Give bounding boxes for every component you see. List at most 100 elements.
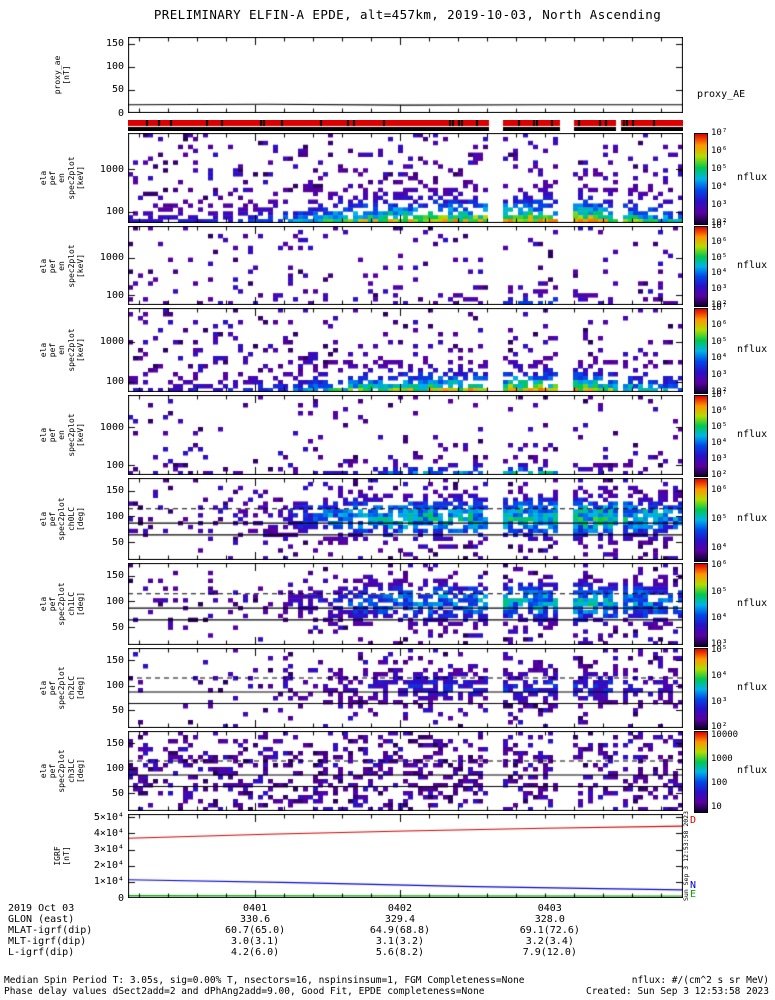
- colorbar-tick-spec4: 10³: [711, 454, 728, 464]
- colorbar-tick-spec1: 10⁷: [711, 128, 728, 138]
- colorbar-tick-ch3lc: 10000: [711, 730, 739, 740]
- ytick-label-spec2: 1000: [99, 252, 124, 264]
- colorbar-tick-spec4: 10²: [711, 470, 728, 480]
- colorbar-unit-spec3: nflux: [737, 344, 768, 355]
- colorbar-spec1: [694, 133, 708, 225]
- ytick-label-proxy-ae: 150: [105, 38, 124, 50]
- colorbar-tick-spec4: 10⁴: [711, 438, 728, 448]
- colorbar-tick-ch3lc: 100: [711, 778, 728, 788]
- ytick-label-proxy-ae: 0: [117, 107, 124, 119]
- ephemeris-row-label: MLAT-igrf(dip): [8, 925, 93, 936]
- ephemeris-value: 328.0: [534, 914, 565, 925]
- colorbar-tick-spec1: 10⁶: [711, 146, 728, 156]
- colorbar-tick-spec2: 10⁷: [711, 221, 728, 231]
- colorbar-tick-spec4: 10⁶: [711, 406, 728, 416]
- colorbar-ch3lc: [694, 731, 708, 813]
- spec2-plot-canvas: [128, 226, 683, 305]
- spec4-plot-canvas: [128, 395, 683, 475]
- ytick-label-spec1: 1000: [99, 163, 124, 175]
- ytick-label-proxy-ae: 50: [111, 84, 124, 96]
- colorbar-tick-ch2lc: 10³: [711, 696, 728, 707]
- colorbar-unit-ch0lc: nflux: [737, 513, 768, 524]
- ytick-label-spec3: 100: [105, 376, 124, 388]
- colorbar-tick-spec2: 10⁵: [711, 252, 728, 263]
- ephemeris-row-label: GLON (east): [8, 914, 75, 925]
- colorbar-tick-ch3lc: 10: [711, 802, 722, 812]
- colorbar-tick-ch3lc: 1000: [711, 754, 733, 764]
- ephemeris-value: 4.2(6.0): [231, 947, 280, 958]
- colorbar-tick-ch0lc: 10⁵: [711, 514, 728, 524]
- colorbar-tick-ch0lc: 10⁶: [711, 485, 728, 496]
- igrf-series-label-e: E: [690, 889, 697, 900]
- colorbar-spec2: [694, 226, 708, 307]
- colorbar-tick-spec2: 10³: [711, 284, 728, 295]
- igrf-plot-canvas: [128, 814, 683, 898]
- ytick-label-igrf: 1×10⁴: [93, 876, 124, 888]
- ephemeris-value: 3.2(3.4): [525, 936, 574, 947]
- ytick-label-spec1: 100: [105, 206, 124, 218]
- ch3lc-plot-canvas: [128, 731, 683, 811]
- ch1lc-plot-canvas: [128, 563, 683, 645]
- colorbar-tick-spec3: 10⁵: [711, 336, 728, 347]
- ch2lc-plot-canvas: [128, 648, 683, 728]
- colorbar-tick-spec3: 10⁶: [711, 319, 728, 330]
- colorbar-tick-ch2lc: 10⁴: [711, 671, 728, 681]
- colorbar-tick-spec1: 10³: [711, 200, 728, 210]
- colorbar-tick-spec3: 10⁴: [711, 353, 728, 364]
- colorbar-ch0lc: [694, 478, 708, 562]
- ephemeris-value: 330.6: [240, 914, 271, 925]
- ephemeris-value: 329.4: [384, 914, 415, 925]
- spec1-plot-canvas: [128, 133, 683, 223]
- colorbar-tick-ch1lc: 10³: [711, 639, 728, 650]
- footer-phase-delay-info: Phase delay values dSect2add=2 and dPhAn…: [4, 986, 485, 997]
- ytick-label-spec4: 1000: [99, 421, 124, 433]
- colorbar-tick-spec2: 10²: [711, 300, 728, 310]
- colorbar-tick-ch1lc: 10⁶: [711, 560, 728, 571]
- colorbar-tick-spec3: 10⁷: [711, 303, 728, 313]
- colorbar-tick-spec2: 10⁶: [711, 236, 728, 247]
- time-tick-label: 0401: [243, 903, 268, 914]
- colorbar-tick-ch0lc: 10⁴: [711, 542, 728, 553]
- ephemeris-value: 3.0(3.1): [231, 936, 280, 947]
- ytick-label-igrf: 2×10⁴: [93, 860, 124, 872]
- ephemeris-row-label: L-igrf(dip): [8, 947, 75, 958]
- ytick-label-ch1lc: 150: [105, 570, 124, 582]
- igrf-series-label-n: N: [690, 880, 697, 891]
- colorbar-tick-ch2lc: 10⁵: [711, 645, 728, 656]
- time-tick-label: 0403: [537, 903, 562, 914]
- colorbar-tick-ch1lc: 10⁵: [711, 586, 728, 597]
- ytick-label-ch2lc: 50: [111, 704, 124, 716]
- colorbar-tick-ch1lc: 10⁴: [711, 612, 728, 623]
- time-tick-label: 0402: [387, 903, 412, 914]
- ephemeris-value: 3.1(3.2): [375, 936, 425, 947]
- ytick-label-ch0lc: 100: [105, 510, 124, 522]
- colorbar-unit-ch1lc: nflux: [737, 598, 768, 609]
- spec3-plot-canvas: [128, 308, 683, 392]
- quality-flag-bar: [128, 120, 683, 131]
- ytick-label-proxy-ae: 100: [105, 61, 124, 73]
- ytick-label-ch2lc: 150: [105, 654, 124, 666]
- colorbar-tick-spec3: 10²: [711, 387, 728, 397]
- colorbar-unit-spec2: nflux: [737, 259, 768, 271]
- ytick-label-spec2: 100: [105, 289, 124, 301]
- ytick-label-ch3lc: 100: [105, 763, 124, 775]
- colorbar-tick-spec2: 10⁴: [711, 268, 728, 279]
- colorbar-unit-spec4: nflux: [737, 429, 768, 440]
- ytick-label-ch3lc: 50: [111, 787, 124, 799]
- colorbar-unit-ch3lc: nflux: [737, 765, 768, 776]
- footer-created-timestamp: Created: Sun Sep 3 12:53:58 2023: [585, 986, 769, 997]
- ephemeris-value: 7.9(12.0): [522, 947, 577, 958]
- ytick-label-ch0lc: 150: [105, 485, 124, 497]
- colorbar-spec4: [694, 395, 708, 477]
- ytick-label-igrf: 3×10⁴: [93, 844, 124, 856]
- ytick-label-ch1lc: 50: [111, 621, 124, 633]
- ephemeris-value: 60.7(65.0): [224, 925, 286, 936]
- ephemeris-row-label: MLT-igrf(dip): [8, 936, 87, 947]
- colorbar-tick-spec3: 10³: [711, 370, 728, 381]
- ytick-label-spec3: 1000: [99, 336, 124, 348]
- colorbar-tick-spec4: 10⁵: [711, 422, 728, 432]
- ytick-label-ch1lc: 100: [105, 595, 124, 607]
- colorbar-tick-spec1: 10⁴: [711, 182, 728, 192]
